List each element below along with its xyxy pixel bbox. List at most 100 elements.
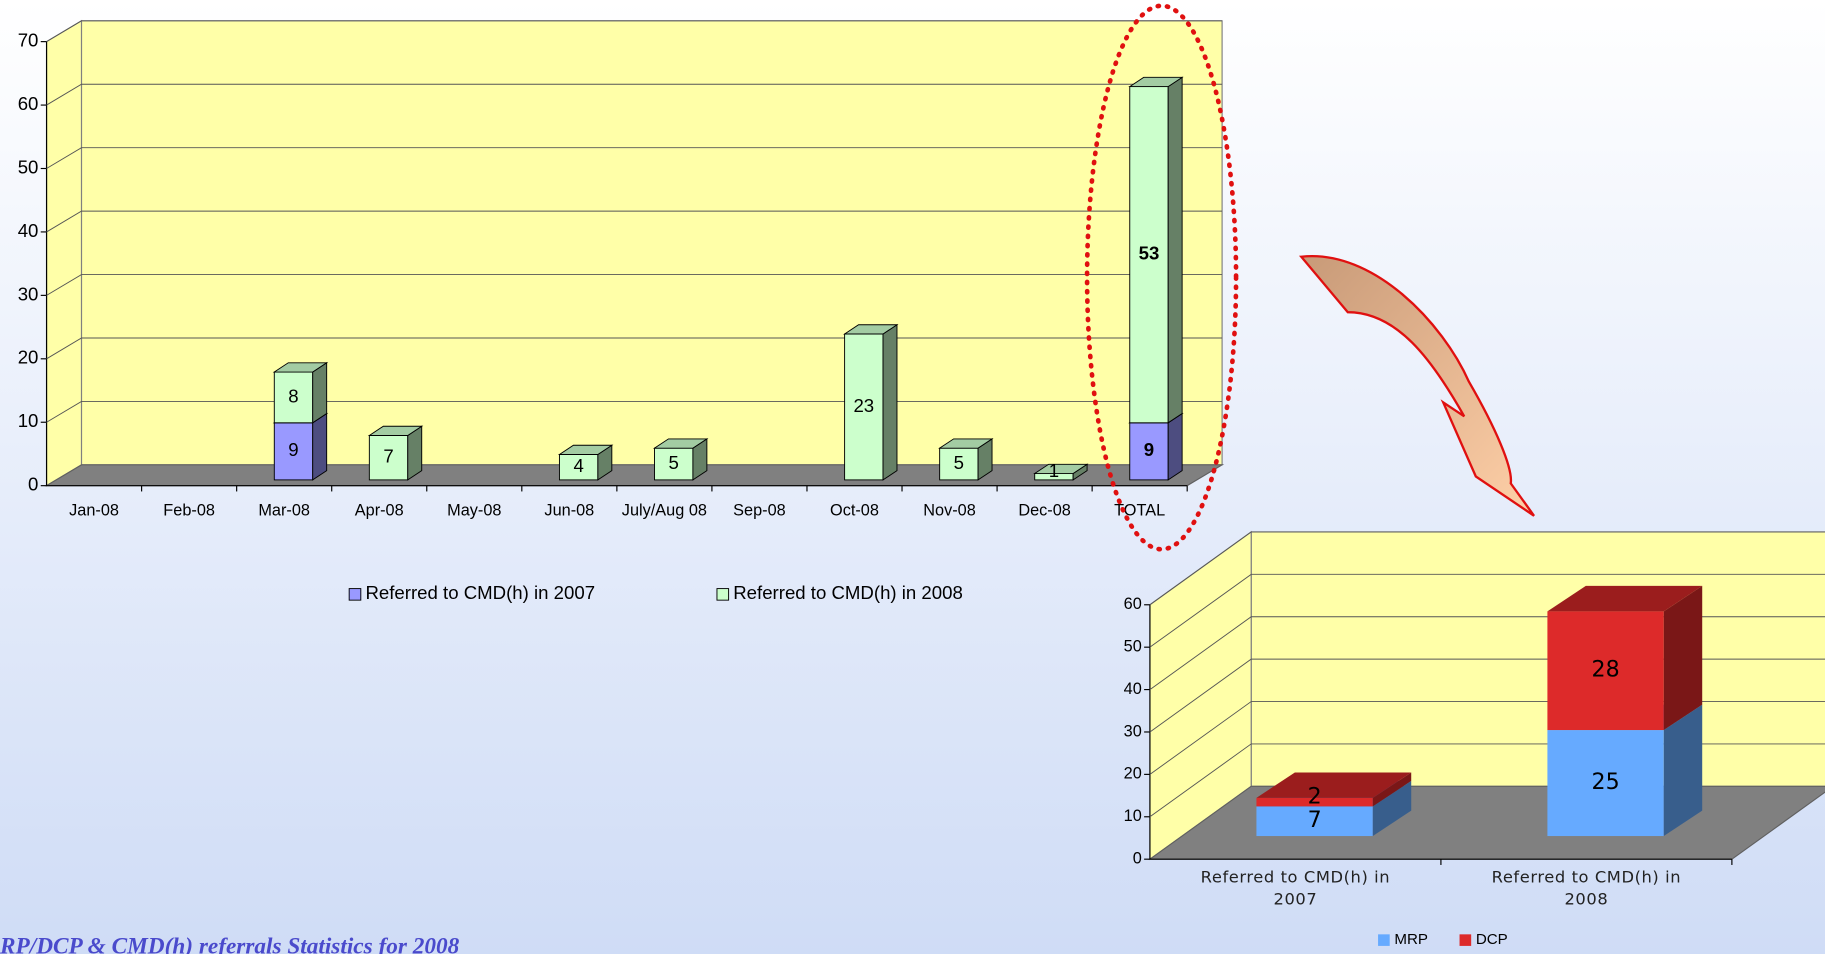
x-tick-label-box: TOTAL [1114, 500, 1166, 520]
grid-line [46, 147, 1223, 169]
bar-segment: 4 [557, 444, 614, 481]
y-tick-label: 10 [1124, 807, 1142, 825]
bar-segment: 2 [1256, 772, 1412, 810]
x-tick-label: Jan-08 [69, 500, 119, 520]
x-tick-label-box: Apr-08 [354, 500, 404, 520]
y-tick-label: 30 [1124, 722, 1142, 740]
value-label: 7 [383, 446, 393, 467]
y-tick-label: 50 [1124, 638, 1142, 656]
legend-swatch [1378, 934, 1390, 946]
bar-top [938, 438, 994, 449]
value-label: 5 [954, 452, 964, 473]
x-tick-label: Apr-08 [354, 500, 404, 520]
bar-top [1128, 76, 1184, 88]
x-tick-label: July/Aug 08 [621, 500, 707, 520]
bar-side [312, 361, 328, 424]
bar-side [312, 412, 328, 481]
bar-side [1663, 704, 1703, 837]
x-tick-label: Sep-08 [733, 500, 786, 520]
bar-segment: 23 [843, 323, 899, 481]
y-tick-label: 30 [18, 283, 39, 304]
bar-front [1129, 86, 1169, 424]
x-tick-label: Mar-08 [258, 500, 310, 520]
bar-front [654, 447, 694, 481]
bar-segment: 8 [272, 361, 329, 424]
y-tick-label: 60 [1124, 595, 1142, 613]
bar-segment: 28 [1547, 585, 1703, 731]
grid-line [46, 337, 1223, 360]
bar-top [1547, 585, 1703, 612]
value-label: 9 [288, 439, 298, 460]
x-tick-label-box: Mar-08 [258, 500, 310, 520]
x-tick-label-box: Oct-08 [830, 500, 879, 520]
bar-side [1663, 585, 1703, 731]
x-tick-label-box: Jan-08 [69, 500, 119, 520]
grid-line [46, 210, 1223, 233]
y-tick-label: 20 [18, 347, 39, 368]
grid-line [1149, 531, 1825, 606]
grid-line [46, 20, 1223, 43]
x-tick-label-box: May-08 [447, 500, 502, 520]
value-label: 5 [669, 452, 679, 473]
x-tick-label-box: July/Aug 08 [621, 500, 707, 520]
bar-segment: 7 [367, 425, 424, 481]
bar-front [1256, 806, 1373, 837]
bar-segment: 1 [1033, 460, 1089, 481]
bar-side [1167, 76, 1183, 424]
bar-top [367, 425, 424, 436]
x-tick-label: Nov-08 [923, 500, 976, 520]
bar-front [273, 371, 314, 424]
bar-segment: 5 [938, 438, 994, 481]
y-tick-label: 20 [1124, 765, 1142, 783]
legend-swatch [348, 588, 362, 601]
legend-swatch [1459, 934, 1472, 946]
bar-front [844, 333, 884, 481]
highlight-ellipse [1084, 3, 1239, 552]
value-label: 4 [573, 455, 583, 476]
bar-segment: 5 [652, 438, 709, 481]
caption: RP/DCP & CMD(h) referrals Statistics for… [0, 934, 460, 954]
x-tick-label: May-08 [447, 500, 502, 520]
legend-label: Referred to CMD(h) in 2007 [365, 582, 595, 603]
back-wall [80, 20, 1223, 466]
x-tick-label: TOTAL [1114, 500, 1166, 520]
value-label: 7 [1308, 808, 1322, 833]
x-tick-label: Jun-08 [544, 500, 595, 520]
floor [1148, 785, 1825, 860]
value-label: 9 [1144, 439, 1154, 460]
bar-front [1256, 797, 1373, 807]
bar-top [557, 444, 614, 455]
y-tick-label: 0 [28, 474, 38, 495]
bar-front [1547, 611, 1664, 731]
y-tick-label: 0 [1133, 850, 1142, 868]
legend-swatch [716, 588, 730, 601]
value-label: 28 [1592, 658, 1620, 683]
x-tick-label: Dec-08 [1018, 500, 1071, 520]
legend-label: Referred to CMD(h) in 2008 [733, 582, 963, 603]
legend-label: MRP [1394, 931, 1428, 948]
grid-line [46, 400, 1223, 423]
value-label: 1 [1049, 460, 1059, 481]
bar-front [1129, 422, 1169, 481]
x-tick-label: Oct-08 [830, 500, 879, 520]
x-tick-label: Referred to CMD(h) in 2008 [1491, 868, 1682, 909]
grid-line [46, 274, 1223, 296]
grid-line [46, 83, 1223, 106]
value-label: 2 [1308, 785, 1322, 810]
value-label: 23 [853, 395, 874, 416]
bar-top [1033, 463, 1089, 475]
x-tick-label: Referred to CMD(h) in 2007 [1200, 868, 1391, 909]
bar-front [273, 422, 314, 481]
bar-side [1372, 772, 1412, 807]
x-tick-label-box: Sep-08 [733, 500, 786, 520]
value-label: 53 [1139, 243, 1160, 264]
x-tick-label-box: Referred to CMD(h) in 2007 [1200, 868, 1391, 909]
bar-side [1372, 780, 1412, 837]
arrow [1298, 254, 1535, 517]
bar-front [1547, 730, 1664, 837]
bar-top [843, 324, 899, 335]
x-tick-label-box: Nov-08 [923, 500, 976, 520]
bar-top [272, 362, 329, 373]
bar-segment: 9 [1128, 412, 1184, 481]
